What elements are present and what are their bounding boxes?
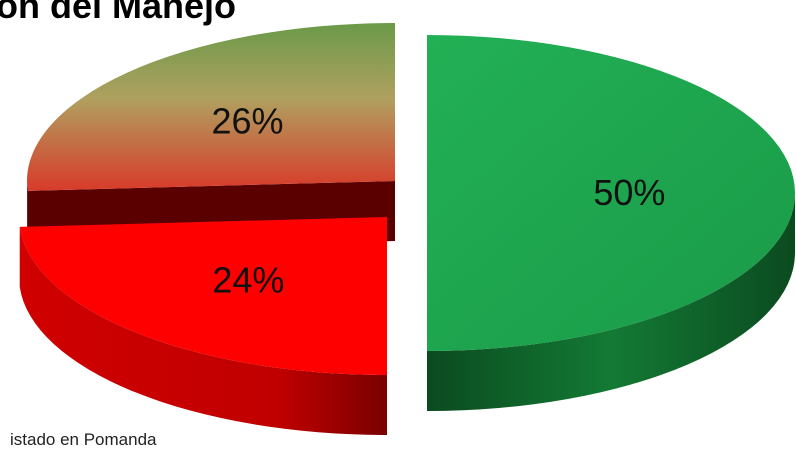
slice-top-1 — [19, 217, 387, 375]
slice-top-0 — [427, 35, 795, 351]
slice-label-0: 50% — [593, 172, 665, 213]
slice-side-0 — [427, 193, 795, 411]
slice-label-1: 24% — [212, 259, 284, 300]
source-note: istado en Pomanda — [10, 430, 157, 449]
chart-title: ón del Manejo — [0, 0, 237, 26]
slice-side-1 — [19, 226, 387, 435]
slice-top-2 — [26, 23, 395, 191]
slice-label-2: 26% — [211, 101, 283, 142]
